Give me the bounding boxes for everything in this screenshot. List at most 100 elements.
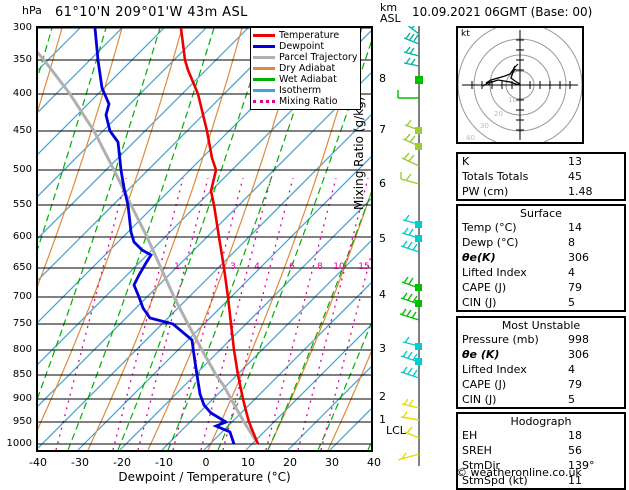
temp-tick-label: 40 xyxy=(367,456,381,469)
pressure-tick-label: 450 xyxy=(12,125,32,136)
pressure-tick-label: 850 xyxy=(12,369,32,380)
svg-text:20: 20 xyxy=(494,110,503,118)
pressure-tick-label: 350 xyxy=(12,54,32,65)
altitude-tick-label: 5 xyxy=(379,232,386,245)
wind-barb xyxy=(400,214,422,253)
mixing-ratio-value: 10 xyxy=(333,262,345,272)
panel-title: Surface xyxy=(520,207,562,220)
row-key: EH xyxy=(462,429,478,442)
row-value: 18 xyxy=(568,429,582,442)
row-value: 8 xyxy=(568,236,575,249)
mixing-ratio-value: 8 xyxy=(317,262,323,272)
row-value: 13 xyxy=(568,155,582,168)
row-key: Totals Totals xyxy=(462,170,529,183)
temp-tick-label: 20 xyxy=(283,456,297,469)
legend-label: Wet Adiabat xyxy=(279,74,337,85)
temp-tick-label: -40 xyxy=(29,456,47,469)
legend-item-isotherm: Isotherm xyxy=(253,85,357,96)
row-key: Dewp (°C) xyxy=(462,236,519,249)
wind-barb xyxy=(400,119,422,185)
table-row: PW (cm) 1.48 xyxy=(458,184,624,199)
legend-swatch-icon xyxy=(253,78,275,81)
temp-tick-label: -30 xyxy=(71,456,89,469)
legend-label: Dewpoint xyxy=(279,41,325,52)
hodograph-stats-panel: Hodograph EH 18 SREH 56 StmDir 139° StmS… xyxy=(456,412,626,490)
table-row: EH 18 xyxy=(458,428,624,443)
row-key: K xyxy=(462,155,470,168)
row-value: 14 xyxy=(568,221,582,234)
wind-barb xyxy=(399,276,422,321)
row-value: 5 xyxy=(568,393,575,406)
legend-label: Parcel Trajectory xyxy=(279,52,358,63)
row-value: 56 xyxy=(568,444,582,457)
row-key: PW (cm) xyxy=(462,185,509,198)
row-value: 11 xyxy=(568,474,582,487)
skewt-plot-svg xyxy=(38,28,371,450)
table-row: Pressure (mb) 998 xyxy=(458,332,624,347)
temp-tick-label: -10 xyxy=(155,456,173,469)
pressure-unit-label: hPa xyxy=(22,4,42,17)
row-key: CAPE (J) xyxy=(462,378,507,391)
row-key: Lifted Index xyxy=(462,363,527,376)
legend-swatch-icon xyxy=(253,89,275,92)
row-key: CIN (J) xyxy=(462,393,497,406)
row-value: 79 xyxy=(568,378,582,391)
altitude-tick-label: 2 xyxy=(379,390,386,403)
altitude-tick-label: 7 xyxy=(379,123,386,136)
temp-tick-label: 10 xyxy=(241,456,255,469)
temp-tick-label: 0 xyxy=(202,456,210,469)
row-value: 4 xyxy=(568,363,575,376)
table-row: Totals Totals 45 xyxy=(458,169,624,184)
table-row: StmSpd (kt) 11 xyxy=(458,473,624,488)
hodograph-ring-labels: 10 20 30 40 xyxy=(466,96,517,142)
row-key: CIN (J) xyxy=(462,296,497,309)
table-row: Lifted Index 4 xyxy=(458,362,624,377)
wind-barb-svg xyxy=(397,20,423,466)
row-key: Lifted Index xyxy=(462,266,527,279)
pressure-tick-label: 1000 xyxy=(6,438,32,449)
legend: Temperature Dewpoint Parcel Trajectory D… xyxy=(250,27,362,110)
panel-title: Most Unstable xyxy=(501,319,581,332)
pressure-tick-label: 900 xyxy=(12,393,32,404)
mixing-ratio-value: 4 xyxy=(254,262,260,272)
temp-tick-label: -20 xyxy=(113,456,131,469)
mixing-ratio-value: 3 xyxy=(230,262,236,272)
legend-swatch-icon xyxy=(253,67,275,70)
dewpoint-curve xyxy=(93,28,236,445)
lcl-marker-label: LCL xyxy=(386,424,406,437)
wind-barb-column xyxy=(396,20,442,466)
row-key: CAPE (J) xyxy=(462,281,507,294)
table-row: CIN (J) 5 xyxy=(458,295,624,310)
svg-text:10: 10 xyxy=(508,96,517,104)
model-run-title: 10.09.2021 06GMT (Base: 00) xyxy=(412,5,593,19)
pressure-tick-label: 550 xyxy=(12,199,32,210)
legend-item-dewpoint: Dewpoint xyxy=(253,41,357,52)
table-row: θe(K) 306 xyxy=(458,250,624,265)
svg-text:40: 40 xyxy=(466,134,475,142)
row-value: 139° xyxy=(568,459,595,472)
legend-swatch-icon xyxy=(253,100,275,103)
most-unstable-panel: Most Unstable Pressure (mb) 998 θe (K) 3… xyxy=(456,316,626,409)
hodograph-panel: kt 10 20 30 xyxy=(456,22,584,148)
table-row: CAPE (J) 79 xyxy=(458,280,624,295)
surface-panel: Surface Temp (°C) 14 Dewp (°C) 8 θe(K) 3… xyxy=(456,204,626,312)
svg-text:30: 30 xyxy=(480,122,489,130)
pressure-tick-label: 800 xyxy=(12,344,32,355)
pressure-tick-label: 650 xyxy=(12,262,32,273)
legend-item-wet-adiabat: Wet Adiabat xyxy=(253,74,357,85)
altitude-tick-label: 1 xyxy=(379,413,386,426)
pressure-tick-label: 700 xyxy=(12,291,32,302)
parcel-trajectory-curve xyxy=(38,50,260,445)
table-row: StmDir 139° xyxy=(458,458,624,473)
row-value: 998 xyxy=(568,333,589,346)
wind-barb xyxy=(400,336,422,379)
legend-item-parcel-trajectory: Parcel Trajectory xyxy=(253,52,357,63)
legend-label: Mixing Ratio xyxy=(279,96,338,107)
row-key: Temp (°C) xyxy=(462,221,517,234)
altitude-unit-label: km ASL xyxy=(380,2,401,24)
pressure-tick-label: 400 xyxy=(12,88,32,99)
mixing-ratio-axis-title: Mixing Ratio (g/kg) xyxy=(352,96,366,210)
legend-label: Temperature xyxy=(279,30,340,41)
table-row: Dewp (°C) 8 xyxy=(458,235,624,250)
row-value: 4 xyxy=(568,266,575,279)
